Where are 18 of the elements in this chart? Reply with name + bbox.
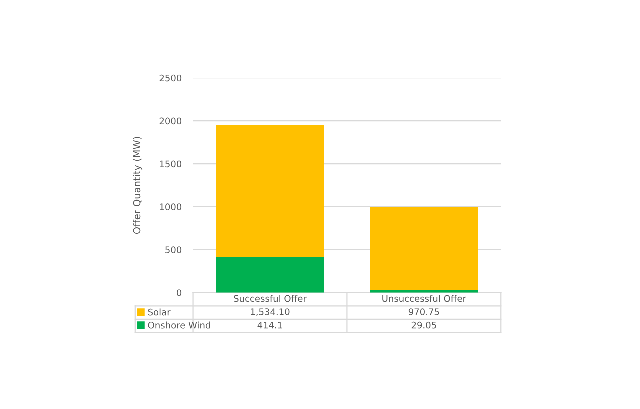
bar (216, 257, 324, 293)
y-axis-title: Offer Quantity (MW) (133, 137, 143, 234)
legend-label: Solar (148, 308, 171, 316)
y-tick-label: 2000 (160, 118, 182, 125)
data-label: 414.1 (258, 322, 282, 329)
y-tick-label: 2500 (160, 74, 182, 82)
legend-label: Onshore Wind (148, 322, 210, 329)
x-tick-label: Successful Offer (234, 295, 307, 302)
y-tick-label: 1500 (160, 160, 182, 168)
x-tick-label: Unsuccessful Offer (382, 295, 466, 302)
y-tick-label: 1000 (160, 204, 182, 211)
bar (370, 206, 478, 290)
y-tick-label: 0 (177, 290, 182, 296)
data-label: 1,534.10 (251, 308, 290, 316)
y-tick-label: 500 (166, 246, 182, 254)
data-label: 970.75 (408, 308, 440, 316)
data-label: 29.05 (412, 322, 436, 329)
bar (216, 126, 324, 258)
